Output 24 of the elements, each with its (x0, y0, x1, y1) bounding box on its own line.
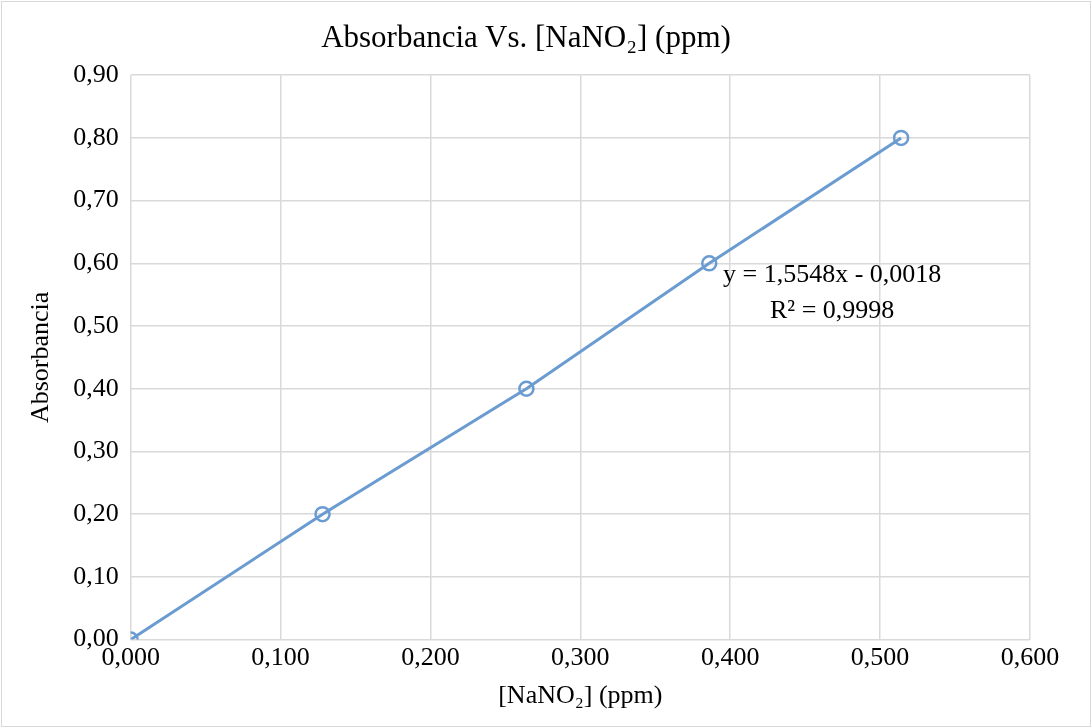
y-tick-label: 0,30 (73, 435, 119, 465)
x-tick-label: 0,500 (850, 642, 910, 672)
y-tick-label: 0,40 (73, 372, 119, 402)
y-tick-label: 0,80 (73, 121, 119, 151)
point (701, 255, 718, 272)
x-tick-label: 0,300 (551, 642, 610, 672)
x-tick-label: 0,400 (700, 642, 760, 672)
y-tick-label: 0,70 (73, 184, 119, 214)
y-tick-label: 0,10 (73, 560, 119, 590)
point (518, 380, 535, 398)
x-axis-title: [NaNO₂] (ppm) (498, 680, 663, 710)
x-tick-label: 0,100 (251, 642, 310, 672)
chart-title: Absorbancia Vs. [NaNO₂] (ppm) (321, 18, 731, 54)
y-tick-label: 0,50 (73, 309, 119, 339)
point (892, 129, 910, 147)
y-tick-label: 0,60 (73, 247, 119, 277)
x-tick-label: 0,200 (401, 642, 460, 672)
annotation: y = 1,5548x - 0,0018 (722, 259, 942, 289)
x-tick-label: 0,600 (1000, 642, 1060, 672)
y-tick-label: 0,90 (73, 59, 119, 89)
y-tick-label: 0,20 (73, 498, 119, 528)
point (314, 505, 331, 523)
annotation: R² = 0,9998 (770, 295, 895, 325)
y-axis-title: Absorbancia (25, 291, 55, 424)
